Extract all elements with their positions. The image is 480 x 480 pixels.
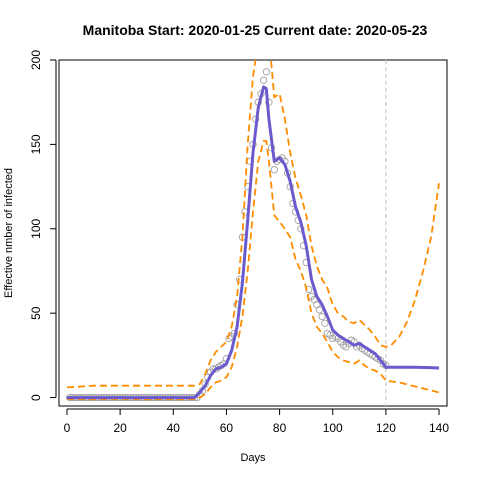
- x-tick-label: 60: [220, 421, 234, 435]
- upper-band-line: [67, 26, 439, 387]
- y-tick-label: 200: [29, 50, 43, 70]
- chart-title: Manitoba Start: 2020-01-25 Current date:…: [83, 22, 428, 38]
- y-axis-label: Effective nmber of infected: [3, 168, 15, 298]
- observed-point: [260, 77, 266, 83]
- observed-point: [319, 313, 325, 319]
- observed-point: [263, 69, 269, 75]
- observed-point: [322, 320, 328, 326]
- y-tick-label: 50: [29, 306, 43, 320]
- y-tick-label: 150: [29, 134, 43, 154]
- x-tick-label: 40: [167, 421, 181, 435]
- confidence-band-layer: [67, 26, 439, 399]
- x-tick-label: 80: [273, 421, 287, 435]
- x-tick-label: 20: [113, 421, 127, 435]
- observed-point: [271, 167, 277, 173]
- observed-points-layer: [66, 69, 389, 401]
- y-tick-label: 0: [29, 394, 43, 401]
- x-axis-label: Days: [240, 452, 266, 464]
- x-axis: 0 20 40 60 80 100 120 140: [64, 409, 450, 435]
- observed-point: [316, 307, 322, 313]
- plot-frame: [59, 60, 447, 406]
- x-tick-label: 120: [376, 421, 396, 435]
- x-tick-label: 100: [323, 421, 343, 435]
- x-tick-label: 140: [429, 421, 449, 435]
- y-axis: 0 50 100 150 200: [29, 50, 56, 401]
- y-tick-label: 100: [29, 218, 43, 238]
- x-tick-label: 0: [64, 421, 71, 435]
- fitted-curve-line: [67, 87, 439, 398]
- fitted-curve-layer: [67, 87, 439, 398]
